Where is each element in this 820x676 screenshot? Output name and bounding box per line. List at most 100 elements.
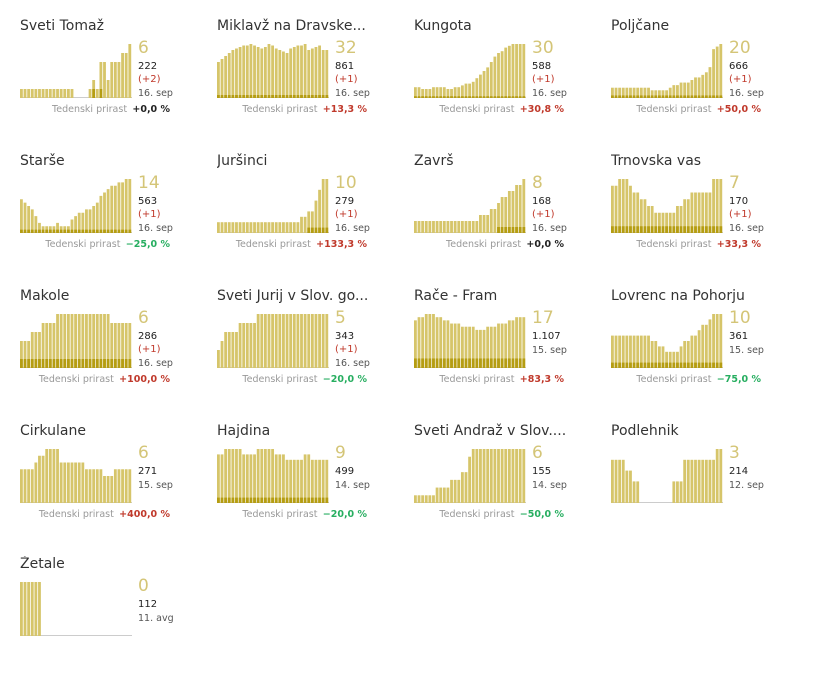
sparkline-bar: [117, 323, 121, 368]
sparkline-bar: [300, 459, 303, 503]
sparkline-bar: [694, 77, 697, 98]
sparkline-bar: [625, 179, 629, 233]
municipality-card[interactable]: Žetale 0 112 11. avg: [20, 556, 200, 676]
municipality-card[interactable]: Podlehnik 3 214 12. sep: [611, 423, 791, 543]
sparkline-bar: [424, 89, 428, 98]
sparkline-bar: [88, 314, 92, 368]
sparkline-bar: [497, 323, 500, 368]
sparkline-bar: [110, 323, 114, 368]
sparkline-new-cases-bar: [719, 362, 723, 368]
sparkline-bar: [679, 206, 683, 233]
sparkline-new-cases-bar: [325, 497, 329, 503]
sparkline-new-cases-bar: [63, 229, 67, 233]
weekly-growth: Tedenski prirast +83,3 %: [439, 374, 564, 385]
municipality-card[interactable]: Juršinci 10 279 (+1) 16. sep Tedenski prirast…: [217, 153, 397, 273]
weekly-growth-label: Tedenski prirast: [446, 239, 522, 250]
sparkline-bar: [665, 90, 669, 98]
municipality-card[interactable]: Sveti Andraž v Slov.... 6 155 14. sep Tedens…: [414, 423, 594, 543]
sparkline-bar: [446, 487, 450, 503]
sparkline-bar: [27, 89, 31, 98]
weekly-growth-label: Tedenski prirast: [38, 509, 114, 520]
sparkline-new-cases-bar: [45, 359, 49, 368]
municipality-card[interactable]: Makole 6 286 (+1) 16. sep Tedenski prirast +1…: [20, 288, 200, 408]
sparkline-new-cases-bar: [325, 95, 329, 98]
municipality-card[interactable]: Završ 8 168 (+1) 16. sep Tedenski prirast +0,…: [414, 153, 594, 273]
sparkline-bar: [325, 314, 329, 368]
sparkline-bar: [421, 89, 425, 98]
sparkline-bar: [48, 449, 52, 503]
weekly-growth-value: +0,0 %: [523, 239, 564, 250]
sparkline-bar: [238, 222, 242, 233]
sparkline-bar: [23, 202, 27, 233]
sparkline-bar: [45, 89, 49, 98]
municipality-card[interactable]: Cirkulane 6 271 15. sep Tedenski prirast +40…: [20, 423, 200, 543]
sparkline-new-cases-bar: [325, 227, 329, 233]
sparkline-bar: [77, 314, 81, 368]
municipality-card[interactable]: Sveti Jurij v Slov. go... 5 343 (+1) 16. sep…: [217, 288, 397, 408]
sparkline-bar: [30, 332, 34, 368]
sparkline-bar: [690, 335, 694, 368]
sparkline-bar: [679, 82, 683, 98]
sparkline-bar: [85, 209, 88, 233]
sparkline-new-cases-bar: [614, 226, 618, 233]
sparkline-new-cases-bar: [515, 358, 518, 368]
sparkline-bar: [486, 449, 490, 503]
sparkline-bar: [20, 469, 23, 503]
sparkline-bar: [56, 314, 59, 368]
sparkline-bar: [92, 469, 96, 503]
sparkline-bar: [719, 179, 723, 233]
last-date: 16. sep: [138, 223, 173, 234]
sparkline-bar: [95, 469, 99, 503]
sparkline-new-cases-bar: [614, 362, 618, 368]
municipality-card[interactable]: Hajdina 9 499 14. sep Tedenski prirast −20,0…: [217, 423, 397, 543]
municipality-card[interactable]: Rače - Fram 17 1.107 15. sep Tedenski priras…: [414, 288, 594, 408]
sparkline-new-cases-bar: [518, 227, 522, 233]
total-cases: 563: [138, 196, 158, 207]
sparkline-new-cases-bar: [683, 226, 687, 233]
total-cases: 666: [729, 61, 749, 72]
sparkline-bar: [421, 317, 425, 368]
sparkline-bar: [34, 216, 38, 233]
sparkline-bar: [52, 226, 56, 233]
sparkline-bar: [285, 314, 289, 368]
sparkline-bar: [442, 87, 446, 98]
sparkline-bar: [650, 90, 654, 98]
municipality-card[interactable]: Kungota 30 588 (+1) 16. sep Tedenski prirast …: [414, 18, 594, 138]
sparkline-new-cases-bar: [636, 226, 640, 233]
municipality-card[interactable]: Lovrenc na Pohorju 10 361 15. sep Tedenski p…: [611, 288, 791, 408]
sparkline-new-cases-bar: [639, 362, 643, 368]
sparkline-bar: [446, 89, 450, 98]
sparkline-new-cases-bar: [314, 227, 318, 233]
sparkline-new-cases-bar: [442, 96, 446, 98]
sparkline-new-cases-bar: [672, 362, 676, 368]
sparkline-bar: [85, 469, 88, 503]
municipality-card[interactable]: Sveti Tomaž 6 222 (+2) 16. sep Tedenski prira…: [20, 18, 200, 138]
sparkline-bar: [23, 469, 27, 503]
sparkline-bar: [442, 320, 446, 368]
sparkline-new-cases-bar: [482, 96, 486, 98]
sparkline-bar: [676, 481, 679, 503]
sparkline-bar: [300, 216, 303, 233]
sparkline-bar: [238, 47, 242, 98]
sparkline-bar: [66, 226, 70, 233]
municipality-card[interactable]: Starše 14 563 (+1) 16. sep Tedenski prirast −…: [20, 153, 200, 273]
sparkline-new-cases-bar: [318, 227, 321, 233]
sparkline-new-cases-bar: [668, 226, 672, 233]
sparkline-bar: [712, 179, 715, 233]
sparkline-new-cases-bar: [23, 229, 27, 233]
sparkline-bar: [231, 449, 235, 503]
sparkline-bar: [479, 329, 482, 368]
daily-delta: (+1): [335, 74, 358, 85]
sparkline-bar: [686, 199, 690, 233]
municipality-card[interactable]: Poljčane 20 666 (+1) 16. sep Tedenski prirast…: [611, 18, 791, 138]
municipality-card[interactable]: Miklavž na Dravske... 32 861 (+1) 16. sep Ted…: [217, 18, 397, 138]
sparkline-bar: [697, 77, 701, 98]
sparkline-bar: [507, 320, 511, 368]
sparkline-new-cases-bar: [497, 96, 500, 98]
active-cases: 10: [729, 308, 751, 328]
municipality-card[interactable]: Trnovska vas 7 170 (+1) 16. sep Tedenski prir…: [611, 153, 791, 273]
sparkline-bar: [70, 462, 74, 503]
sparkline-new-cases-bar: [227, 497, 231, 503]
sparkline-bar: [220, 341, 224, 368]
sparkline-bar: [106, 314, 110, 368]
